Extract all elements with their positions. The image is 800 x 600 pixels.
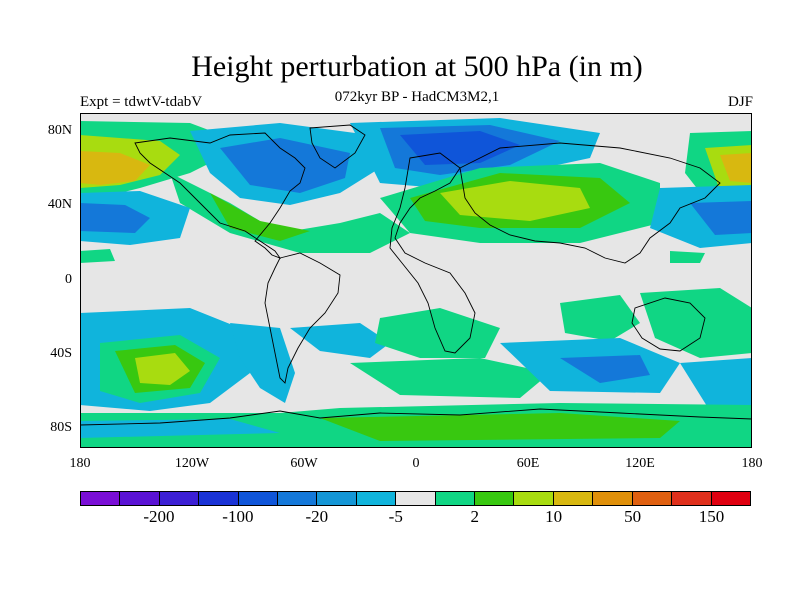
field-far-east-deepgold [720,153,752,183]
lat-tick-label: 40S [50,345,72,361]
colorbar-label: -200 [143,507,175,526]
colorbar-label: 50 [624,507,642,526]
colorbar-box [317,492,357,505]
colorbar-label: -100 [222,507,254,526]
colorbar-box [711,492,750,505]
north-america-coast [134,132,306,259]
season-label: DJF [727,94,753,110]
colorbar-box [81,492,121,505]
contour-map [80,118,752,448]
europe-africa-coast [389,152,476,354]
colorbar-box [672,492,712,505]
field-east-southern-blue [680,358,752,411]
field-tropical-green-2 [670,251,705,263]
coastlines [80,124,752,426]
colorbar-label: 150 [698,507,725,526]
lon-tick-label: 0 [412,456,420,471]
field-indian-green-2 [350,358,550,398]
field-alaska-gold [80,151,150,185]
lat-tick-label: 80N [47,122,72,138]
field-eurasia-deepblue [400,131,520,165]
australia-coast [631,297,706,352]
field-asia-yellowgreen [440,181,590,221]
south-america-coast [264,252,341,384]
contour-fields [80,118,752,448]
lon-tick-label: 60W [290,456,318,471]
field-south-pacific-yellowgreen [135,353,190,385]
lat-tick-label: 80S [50,420,72,436]
colorbar-box [514,492,554,505]
colorbar-label: -20 [305,507,329,526]
antarctica-coast [80,408,752,426]
field-east-pacific-darkblue [690,201,752,235]
greenland-coast [309,124,366,169]
colorbar-box [593,492,633,505]
lat-tick-label: 0 [65,271,72,287]
field-south-america-blue [230,323,295,403]
lat-tick-label: 40N [47,197,72,213]
field-north-america-darkblue [220,138,350,193]
colorbar-label: 10 [545,507,563,526]
colorbar-label: 2 [470,507,479,526]
asia-coast [459,142,721,264]
field-antarctic-lightgreen [320,413,680,441]
colorbar [80,491,751,506]
colorbar-box [553,492,594,505]
lon-tick-label: 120W [174,456,210,471]
experiment-label: Expt = tdwtV-tdabV [80,94,203,110]
colorbar-box [120,492,160,505]
colorbar-box [199,492,239,505]
colorbar-box [238,492,279,505]
field-australia-green [640,288,752,358]
chart-subtitle: 072kyr BP - HadCM3M2,1 [334,89,500,105]
field-south-indian-darkblue [560,355,650,383]
field-indian-green [560,295,640,341]
field-atlantic-green [170,173,410,253]
colorbar-box [435,492,476,505]
field-atlantic-lightgreen [210,193,310,241]
colorbar-box [356,492,397,505]
field-atlantic-south-blue [290,323,390,358]
lon-tick-label: 60E [516,456,540,471]
lon-tick-label: 180 [69,456,91,471]
lon-tick-label: 120E [625,456,655,471]
field-tropical-green-1 [80,249,115,263]
colorbar-box [278,492,318,505]
colorbar-box [396,492,436,505]
colorbar-box [475,492,515,505]
field-west-pacific-darkblue [80,203,150,233]
chart-title: Height perturbation at 500 hPa (in m) [191,50,643,83]
colorbar-label: -5 [388,507,403,526]
colorbar-box [159,492,200,505]
colorbar-box [632,492,673,505]
lon-tick-label: 180 [741,456,763,471]
map-panel [80,113,752,448]
